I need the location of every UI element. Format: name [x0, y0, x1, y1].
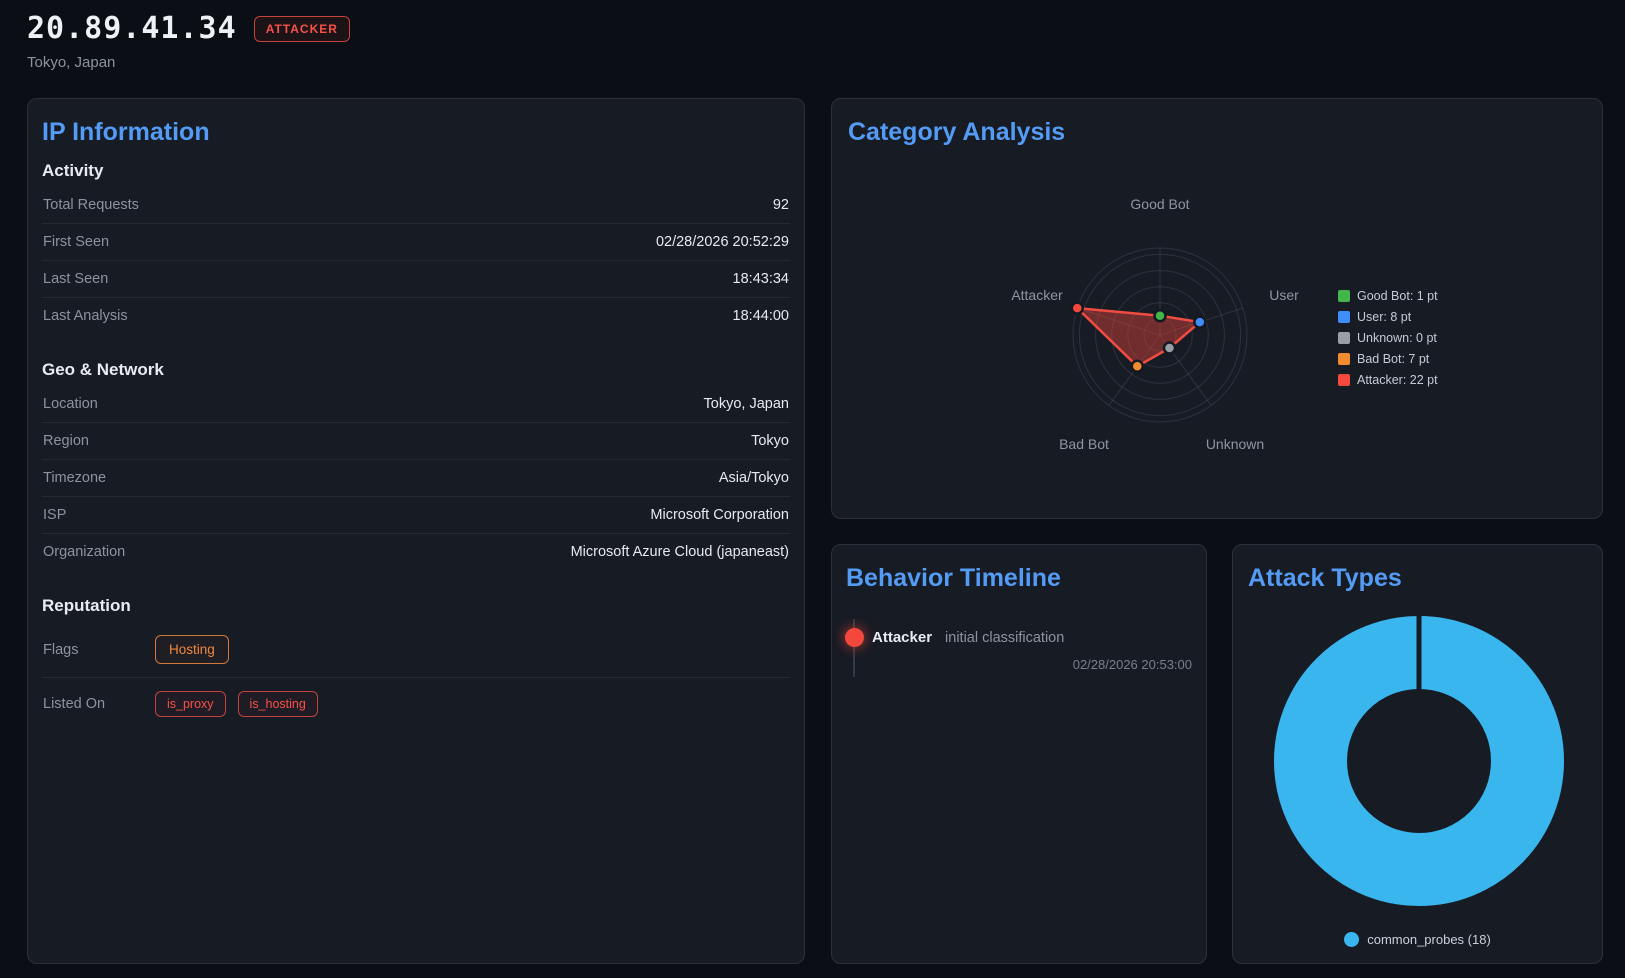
legend-label: Bad Bot: 7 pt: [1357, 352, 1430, 366]
legend-item-good-bot[interactable]: Good Bot: 1 pt: [1338, 289, 1438, 303]
row-label: Region: [43, 433, 89, 449]
row-label: Total Requests: [43, 197, 139, 213]
legend-item-attacker[interactable]: Attacker: 22 pt: [1338, 373, 1438, 387]
table-row: ISP Microsoft Corporation: [42, 497, 790, 534]
table-row: Timezone Asia/Tokyo: [42, 460, 790, 497]
section-heading-activity: Activity: [42, 161, 104, 180]
section-heading-geo-network: Geo & Network: [42, 360, 164, 379]
row-label: Location: [43, 396, 98, 412]
table-row: Location Tokyo, Japan: [42, 386, 790, 423]
legend-item-bad-bot[interactable]: Bad Bot: 7 pt: [1338, 352, 1438, 366]
listed-badge-is-proxy: is_proxy: [155, 691, 226, 717]
flags-badges: Hosting: [155, 635, 229, 664]
timeline-line: [853, 619, 855, 677]
panel-title-attack-types: Attack Types: [1248, 564, 1402, 592]
attack-types-panel: Attack Types common_probes (18): [1232, 544, 1603, 964]
legend-label: User: 8 pt: [1357, 310, 1412, 324]
table-row: First Seen 02/28/2026 20:52:29: [42, 224, 790, 261]
row-label: Last Analysis: [43, 308, 128, 324]
legend-swatch-bad-bot: [1338, 353, 1350, 365]
legend-swatch-attacker: [1338, 374, 1350, 386]
row-label: Timezone: [43, 470, 107, 486]
donut-legend-label: common_probes (18): [1367, 932, 1491, 947]
radar-axis-label-user: User: [1269, 287, 1299, 303]
radar-legend: Good Bot: 1 pt User: 8 pt Unknown: 0 pt …: [1338, 289, 1438, 387]
timeline-event-timestamp: 02/28/2026 20:53:00: [1072, 657, 1192, 672]
table-row: Region Tokyo: [42, 423, 790, 460]
timeline-event-description: initial classification: [945, 630, 1065, 646]
row-label: Flags: [43, 641, 79, 658]
table-row: Last Analysis 18:44:00: [42, 298, 790, 334]
table-row: Organization Microsoft Azure Cloud (japa…: [42, 534, 790, 570]
row-value: 92: [772, 197, 789, 213]
panel-title-ip-information: IP Information: [42, 118, 210, 146]
legend-label: Good Bot: 1 pt: [1357, 289, 1438, 303]
radar-points: [1070, 301, 1207, 374]
header-title-row: 20.89.41.34 ATTACKER: [27, 12, 350, 46]
row-label: Last Seen: [43, 271, 109, 287]
row-value: 02/28/2026 20:52:29: [655, 234, 789, 250]
legend-swatch-good-bot: [1338, 290, 1350, 302]
header-location: Tokyo, Japan: [27, 54, 116, 71]
donut-chart: [1274, 615, 1564, 906]
ip-address: 20.89.41.34: [27, 11, 237, 46]
listed-on-row: Listed On is_proxy is_hosting: [42, 678, 790, 730]
page-header: 20.89.41.34 ATTACKER Tokyo, Japan: [27, 12, 350, 71]
listed-badge-is-hosting: is_hosting: [237, 691, 318, 717]
row-value: 18:43:34: [732, 271, 789, 287]
timeline-event-category: Attacker: [872, 629, 933, 646]
row-label: Listed On: [43, 696, 106, 712]
legend-label: Unknown: 0 pt: [1357, 331, 1437, 345]
panel-title-behavior-timeline: Behavior Timeline: [846, 564, 1061, 592]
row-value: Microsoft Azure Cloud (japaneast): [570, 544, 789, 560]
row-label: Organization: [43, 544, 126, 560]
listed-badges: is_proxy is_hosting: [155, 691, 318, 717]
radar-axis-label-attacker: Attacker: [1011, 287, 1063, 303]
donut-legend-dot: [1344, 932, 1360, 947]
table-row: Total Requests 92: [42, 187, 790, 224]
radar-axis-label-bad-bot: Bad Bot: [1059, 436, 1109, 452]
timeline-event-dot: [845, 628, 864, 647]
flag-badge-hosting: Hosting: [155, 635, 229, 664]
legend-swatch-unknown: [1338, 332, 1350, 344]
ip-information-panel: IP Information Activity Total Requests 9…: [27, 98, 805, 964]
row-value: Tokyo, Japan: [703, 396, 789, 412]
category-analysis-panel: Category Analysis Good Bot User Unknown …: [831, 98, 1603, 519]
panel-title-category-analysis: Category Analysis: [848, 118, 1066, 146]
row-value: Tokyo: [751, 433, 789, 449]
row-value: Asia/Tokyo: [718, 470, 789, 486]
row-value: Microsoft Corporation: [650, 507, 789, 523]
radar-axis-label-unknown: Unknown: [1206, 436, 1264, 452]
legend-label: Attacker: 22 pt: [1357, 373, 1438, 387]
table-row: Last Seen 18:43:34: [42, 261, 790, 298]
row-label: First Seen: [43, 234, 110, 250]
attacker-badge: ATTACKER: [253, 16, 350, 42]
timeline-event: Attacker initial classification: [872, 629, 1064, 647]
radar-axis-label-good-bot: Good Bot: [1130, 196, 1189, 212]
donut-legend-item-common-probes[interactable]: common_probes (18): [1233, 932, 1602, 947]
section-heading-reputation: Reputation: [42, 596, 131, 615]
flags-row: Flags Hosting: [42, 622, 790, 678]
legend-item-unknown[interactable]: Unknown: 0 pt: [1338, 331, 1438, 345]
legend-item-user[interactable]: User: 8 pt: [1338, 310, 1438, 324]
legend-swatch-user: [1338, 311, 1350, 323]
row-label: ISP: [43, 507, 67, 523]
behavior-timeline-panel: Behavior Timeline Attacker initial classi…: [831, 544, 1207, 964]
row-value: 18:44:00: [732, 308, 789, 324]
radar-chart: Good Bot User Unknown Bad Bot Attacker: [1011, 196, 1299, 452]
